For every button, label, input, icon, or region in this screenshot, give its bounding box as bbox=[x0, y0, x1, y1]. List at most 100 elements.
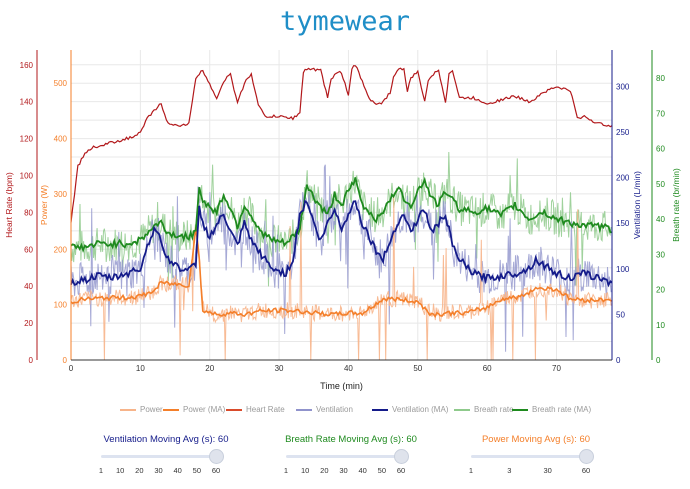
slider-label: Ventilation Moving Avg (s): 60 bbox=[103, 434, 229, 445]
breath-rate-ma-line bbox=[70, 176, 613, 253]
slider-ticks: 1 3 30 60 bbox=[466, 466, 606, 482]
slider-tick-label: 40 bbox=[358, 466, 367, 475]
ventilation-tick-label: 100 bbox=[616, 265, 630, 274]
legend-swatch bbox=[512, 408, 528, 411]
breath-rate-tick-label: 80 bbox=[656, 74, 665, 83]
slider-tick-label: 1 bbox=[98, 466, 104, 475]
legend-item[interactable]: Ventilation bbox=[296, 405, 353, 414]
slider-tick-label: 1 bbox=[468, 466, 474, 475]
ventilation-tick-label: 250 bbox=[616, 128, 630, 137]
ventilation-ma-slider[interactable]: Ventilation Moving Avg (s): 60 1 10 20 30 40 5… bbox=[96, 434, 236, 486]
legend-item[interactable]: Power bbox=[120, 405, 163, 414]
slider-tick-label: 20 bbox=[320, 466, 329, 475]
legend-swatch bbox=[454, 408, 470, 411]
slider-label: Breath Rate Moving Avg (s): 60 bbox=[285, 434, 417, 445]
breath-rate-ma-slider[interactable]: Breath Rate Moving Avg (s): 60 1 10 20 30 40 5… bbox=[281, 434, 421, 486]
slider-track[interactable] bbox=[101, 455, 216, 458]
x-tick-label: 60 bbox=[483, 364, 492, 373]
slider-tick-label: 60 bbox=[396, 466, 406, 475]
legend-label: Heart Rate bbox=[246, 405, 285, 414]
legend-item[interactable]: Breath rate bbox=[454, 405, 514, 414]
x-axis-title: Time (min) bbox=[320, 381, 363, 391]
ventilation-raw-line bbox=[70, 164, 612, 352]
slider-tick-label: 40 bbox=[173, 466, 182, 475]
slider-ticks: 1 10 20 30 40 50 60 bbox=[96, 466, 236, 482]
hr-tick-label: 140 bbox=[20, 98, 34, 107]
ventilation-tick-label: 200 bbox=[616, 174, 630, 183]
power-tick-label: 300 bbox=[54, 190, 68, 199]
breath-rate-tick-label: 40 bbox=[656, 215, 665, 224]
ventilation-tick-label: 150 bbox=[616, 219, 630, 228]
slider-tick-label: 60 bbox=[581, 466, 591, 475]
legend-item[interactable]: Breath rate (MA) bbox=[512, 405, 591, 414]
slider-ticks: 1 10 20 30 40 50 60 bbox=[281, 466, 421, 482]
hr-tick-label: 60 bbox=[24, 245, 33, 254]
chart-svg: 0204060801001201401600100200300400500050… bbox=[4, 50, 681, 391]
hr-tick-label: 20 bbox=[24, 319, 33, 328]
power-ma-slider[interactable]: Power Moving Avg (s): 60 1 3 30 60 bbox=[466, 434, 606, 486]
legend-swatch bbox=[120, 408, 136, 411]
legend-label: Ventilation (MA) bbox=[392, 405, 449, 414]
power-axis-title: Power (W) bbox=[39, 185, 49, 225]
legend-label: Ventilation bbox=[316, 405, 353, 414]
breath-rate-tick-label: 30 bbox=[656, 250, 665, 259]
slider-label: Power Moving Avg (s): 60 bbox=[481, 434, 591, 445]
breath-rate-tick-label: 70 bbox=[656, 109, 665, 118]
x-tick-label: 50 bbox=[413, 364, 422, 373]
slider-tick-label: 30 bbox=[339, 466, 348, 475]
hr-axis-title: Heart Rate (bpm) bbox=[4, 172, 14, 238]
legend-label: Breath rate bbox=[474, 405, 514, 414]
x-tick-label: 10 bbox=[136, 364, 145, 373]
legend-swatch bbox=[372, 408, 388, 411]
legend-label: Power bbox=[140, 405, 163, 414]
legend-item[interactable]: Heart Rate bbox=[226, 405, 285, 414]
slider-tick-label: 50 bbox=[192, 466, 201, 475]
slider-tick-label: 30 bbox=[543, 466, 552, 475]
x-tick-label: 0 bbox=[69, 364, 74, 373]
slider-track[interactable] bbox=[286, 455, 401, 458]
slider-tick-label: 3 bbox=[507, 466, 512, 475]
breath-rate-tick-label: 60 bbox=[656, 145, 665, 154]
hr-tick-label: 100 bbox=[20, 171, 34, 180]
breath-rate-tick-label: 10 bbox=[656, 321, 665, 330]
legend-swatch bbox=[296, 408, 312, 411]
hr-tick-label: 40 bbox=[24, 282, 33, 291]
ventilation-ma-line bbox=[70, 199, 613, 288]
x-tick-label: 70 bbox=[552, 364, 561, 373]
slider-tick-label: 60 bbox=[211, 466, 221, 475]
slider-tick-label: 10 bbox=[115, 466, 125, 475]
slider-tick-label: 30 bbox=[154, 466, 163, 475]
ventilation-tick-label: 300 bbox=[616, 82, 630, 91]
power-tick-label: 100 bbox=[54, 301, 68, 310]
hr-tick-label: 120 bbox=[20, 135, 34, 144]
hr-tick-label: 160 bbox=[20, 61, 34, 70]
slider-track[interactable] bbox=[471, 455, 586, 458]
breath-rate-tick-label: 0 bbox=[656, 356, 661, 365]
slider-thumb[interactable] bbox=[579, 449, 594, 464]
legend-item[interactable]: Ventilation (MA) bbox=[372, 405, 448, 414]
x-tick-label: 40 bbox=[344, 364, 353, 373]
breath-rate-tick-label: 20 bbox=[656, 286, 665, 295]
legend-item[interactable]: Power (MA) bbox=[163, 405, 225, 414]
breath-rate-tick-label: 50 bbox=[656, 180, 665, 189]
breath-rate-axis-title: Breath rate (br/min) bbox=[671, 168, 681, 242]
page-title: tymewear bbox=[279, 6, 411, 37]
legend: Power Power (MA) Heart Rate Ventilation Vent… bbox=[0, 405, 690, 423]
hr-tick-label: 0 bbox=[29, 356, 34, 365]
legend-swatch bbox=[226, 408, 242, 411]
hr-tick-label: 80 bbox=[24, 208, 33, 217]
slider-tick-label: 10 bbox=[300, 466, 310, 475]
power-tick-label: 500 bbox=[54, 79, 68, 88]
x-tick-label: 30 bbox=[275, 364, 284, 373]
legend-label: Power (MA) bbox=[183, 405, 226, 414]
slider-tick-label: 50 bbox=[377, 466, 386, 475]
slider-thumb[interactable] bbox=[394, 449, 409, 464]
slider-thumb[interactable] bbox=[209, 449, 224, 464]
ventilation-axis-title: Ventilation (L/min) bbox=[632, 171, 642, 239]
legend-label: Breath rate (MA) bbox=[532, 405, 592, 414]
power-tick-label: 200 bbox=[54, 245, 68, 254]
ventilation-tick-label: 0 bbox=[616, 356, 621, 365]
power-tick-label: 400 bbox=[54, 135, 68, 144]
power-raw-line bbox=[70, 194, 612, 361]
x-tick-label: 20 bbox=[205, 364, 214, 373]
